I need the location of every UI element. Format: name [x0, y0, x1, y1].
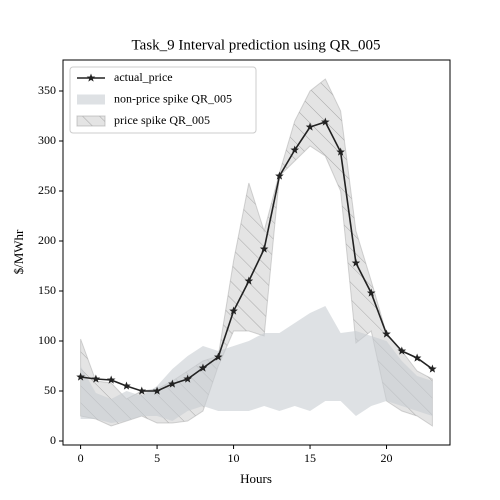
y-tick-label: 350 — [38, 83, 56, 97]
y-tick-label: 50 — [44, 383, 56, 397]
x-tick-label: 5 — [154, 451, 160, 465]
point-marker — [305, 122, 315, 131]
y-tick-label: 0 — [50, 433, 56, 447]
x-tick-label: 20 — [381, 451, 393, 465]
point-marker — [321, 117, 330, 126]
point-marker — [137, 386, 147, 395]
legend-box — [69, 66, 257, 134]
legend-label: price spike QR_005 — [114, 113, 210, 127]
legend-label: actual_price — [114, 70, 173, 84]
y-tick-label: 200 — [38, 233, 56, 247]
point-marker — [259, 244, 269, 253]
point-marker — [290, 145, 300, 154]
band-area — [80, 306, 433, 423]
point-marker — [213, 352, 223, 361]
point-marker — [76, 372, 85, 381]
point-marker — [412, 353, 422, 362]
plot-frame — [62, 59, 451, 446]
x-tick-label: 0 — [78, 451, 84, 465]
legend-hatch — [77, 116, 105, 126]
x-tick-label: 10 — [228, 451, 240, 465]
y-tick-label: 300 — [38, 133, 56, 147]
point-marker — [91, 374, 101, 383]
legend-label: non-price spike QR_005 — [114, 91, 232, 105]
point-marker — [351, 258, 361, 267]
point-marker — [122, 381, 131, 390]
point-marker — [428, 364, 437, 373]
legend-marker — [86, 73, 96, 82]
chart-title: Task_9 Interval prediction using QR_005 — [132, 37, 381, 53]
point-marker — [275, 171, 284, 180]
y-tick-label: 150 — [38, 283, 56, 297]
point-marker — [382, 329, 391, 338]
point-marker — [397, 346, 407, 355]
point-marker — [244, 276, 254, 285]
band-hatch — [80, 79, 433, 426]
point-marker — [336, 147, 345, 156]
point-marker — [366, 288, 376, 297]
x-tick-label: 15 — [304, 451, 316, 465]
x-axis-label: Hours — [240, 471, 272, 486]
point-marker — [106, 375, 116, 384]
y-tick-label: 250 — [38, 183, 56, 197]
legend-swatch — [77, 94, 105, 105]
point-marker — [183, 374, 192, 383]
point-marker — [152, 386, 162, 395]
y-tick-label: 100 — [38, 333, 56, 347]
point-marker — [229, 306, 238, 315]
point-marker — [168, 379, 177, 388]
y-axis-label: $/MWhr — [11, 229, 26, 274]
point-marker — [198, 363, 208, 372]
